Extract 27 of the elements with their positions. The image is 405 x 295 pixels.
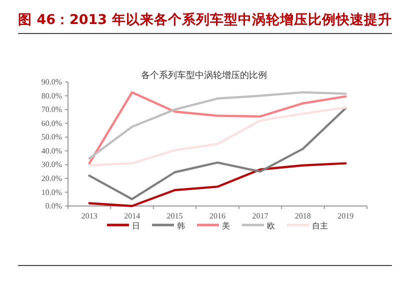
legend-label: 美 — [222, 222, 230, 230]
y-tick-label: 50.0% — [41, 132, 62, 142]
y-tick-label: 60.0% — [41, 118, 62, 128]
chart-title: 图 46：2013 年以来各个系列车型中涡轮增压比例快速提升 — [18, 11, 392, 28]
y-tick-label: 0.0% — [45, 202, 62, 211]
x-tick-label: 2013 — [81, 212, 98, 221]
line-series — [88, 107, 347, 200]
x-tick-label: 2018 — [294, 212, 311, 221]
x-tick-label: 2017 — [252, 212, 268, 221]
chart-subtitle: 各个系列车型中涡轮增压的比例 — [141, 70, 267, 80]
line-series — [88, 162, 347, 208]
legend-label: 日 — [132, 222, 140, 230]
y-tick-label: 10.0% — [41, 188, 62, 197]
legend-label: 韩 — [177, 222, 185, 230]
x-tick-label: 2015 — [166, 212, 183, 221]
y-tick-label: 20.0% — [41, 174, 62, 184]
y-tick-label: 30.0% — [41, 160, 62, 170]
y-tick-label: 70.0% — [41, 105, 62, 114]
x-tick-label: 2019 — [338, 212, 354, 221]
legend-label: 自主 — [312, 222, 328, 230]
x-tick-label: 2016 — [210, 212, 226, 221]
line-series — [88, 106, 347, 166]
legend-label: 欧 — [267, 222, 275, 230]
x-tick-label: 2014 — [124, 212, 140, 221]
y-tick-label: 90.0% — [41, 78, 62, 87]
y-tick-label: 80.0% — [41, 91, 62, 100]
y-tick-label: 40.0% — [41, 146, 62, 156]
